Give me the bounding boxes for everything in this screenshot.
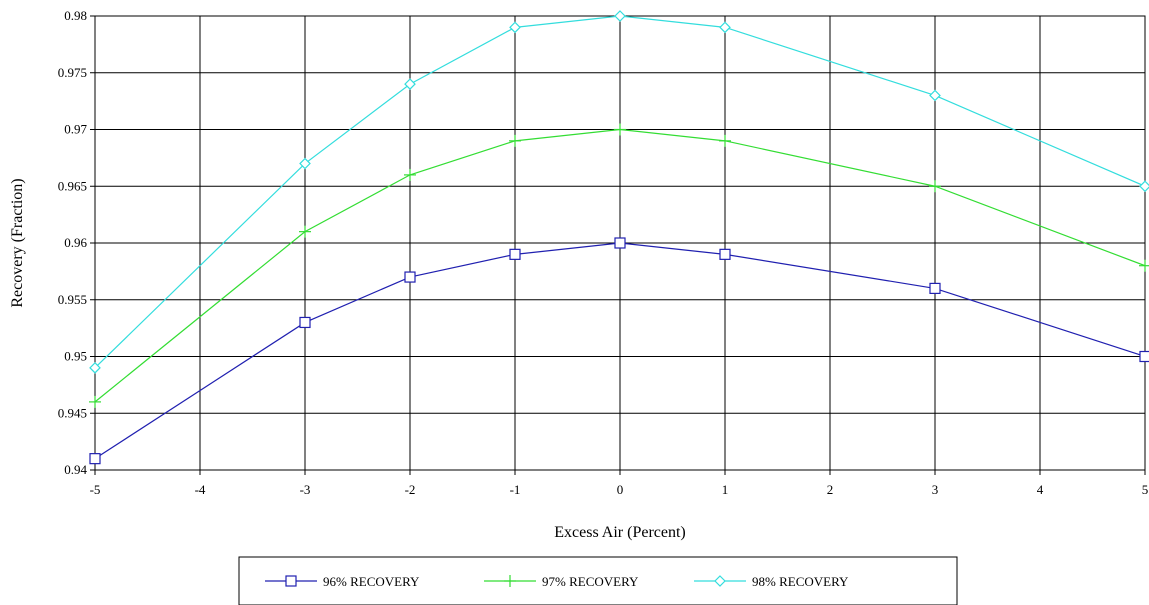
x-tick-label: 3 [932, 482, 939, 497]
legend-entry-1: 96% RECOVERY [265, 574, 420, 589]
data-point [1139, 259, 1149, 272]
series-line [94, 15, 1146, 369]
data-point [1139, 180, 1149, 193]
legend-swatch-marker [504, 575, 516, 587]
data-point [89, 453, 101, 465]
legend-entry-3: 98% RECOVERY [694, 574, 849, 589]
y-tick-label: 0.98 [64, 8, 87, 23]
data-point [404, 78, 416, 90]
x-tick-label: 1 [722, 482, 729, 497]
legend-label: 98% RECOVERY [752, 574, 849, 589]
y-tick-label: 0.97 [64, 122, 87, 137]
data-point [509, 248, 521, 260]
series-2 [89, 123, 1149, 408]
data-point [404, 168, 416, 181]
data-point [89, 395, 101, 408]
x-axis-ticks: -5 -4 -3 -2 -1 0 1 2 3 4 5 [90, 470, 1149, 497]
data-point [614, 10, 626, 22]
y-tick-label: 0.955 [58, 292, 87, 307]
data-point [299, 316, 311, 329]
data-point [614, 237, 626, 249]
legend-label: 96% RECOVERY [323, 574, 420, 589]
data-point [89, 362, 101, 374]
legend-label: 97% RECOVERY [542, 574, 639, 589]
series-1 [89, 237, 1149, 465]
y-tick-label: 0.95 [64, 349, 87, 364]
y-tick-label: 0.965 [58, 178, 87, 193]
series-layer [89, 10, 1149, 465]
data-point [719, 134, 731, 147]
legend-entry-2: 97% RECOVERY [484, 574, 639, 589]
data-point [719, 248, 731, 260]
data-point [929, 282, 941, 294]
x-tick-label: 5 [1142, 482, 1149, 497]
series-line [94, 128, 1146, 403]
legend-swatch-marker [714, 575, 726, 587]
x-tick-label: -5 [90, 482, 101, 497]
y-tick-label: 0.94 [64, 462, 87, 477]
data-point [509, 134, 521, 147]
series-line [94, 242, 1146, 460]
y-tick-label: 0.96 [64, 235, 87, 250]
data-point [614, 123, 626, 136]
x-tick-label: 0 [617, 482, 624, 497]
x-tick-label: -3 [300, 482, 311, 497]
y-axis-ticks: 0.94 0.945 0.95 0.955 0.96 0.965 0.97 0.975 0.98 [58, 8, 95, 477]
data-point [299, 225, 311, 238]
data-point [509, 21, 521, 34]
x-tick-label: -4 [195, 482, 206, 497]
data-point [1139, 350, 1149, 363]
data-point [929, 180, 941, 193]
legend-box [238, 556, 958, 605]
y-tick-label: 0.945 [58, 405, 87, 420]
data-point [929, 89, 941, 102]
y-tick-label: 0.975 [58, 65, 87, 80]
legend: 96% RECOVERY 97% RECOVERY 98% RECOVERY [238, 556, 958, 605]
x-tick-label: 4 [1037, 482, 1044, 497]
series-3 [89, 10, 1149, 374]
x-tick-label: -2 [405, 482, 416, 497]
data-point [299, 157, 311, 170]
data-point [719, 21, 731, 34]
x-tick-label: 2 [827, 482, 834, 497]
data-point [404, 271, 416, 283]
legend-swatch-marker [285, 575, 297, 587]
y-axis-title: Recovery (Fraction) [9, 178, 26, 307]
x-tick-label: -1 [510, 482, 521, 497]
x-axis-title: Excess Air (Percent) [554, 524, 686, 541]
